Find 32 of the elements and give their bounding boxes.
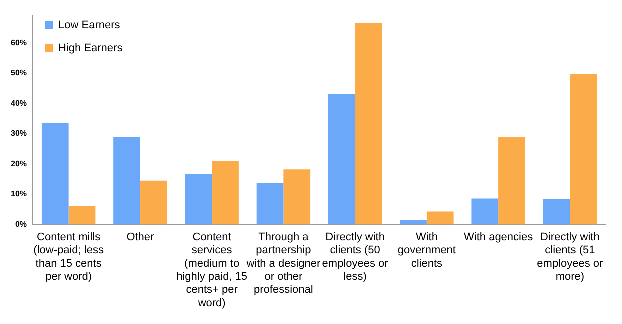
x-tick-label: With agencies: [464, 231, 534, 244]
x-tick-label: Directly with clients (50 employees or less): [322, 231, 389, 284]
bar: [284, 170, 311, 225]
x-tick-label: Through a partnership with a designer or other professional: [246, 231, 322, 296]
x-tick-label: With government clients: [398, 231, 456, 270]
x-tick-label: Content mills (low-paid; less than 15 cents per word): [34, 231, 104, 284]
y-tick-label: 50%: [10, 68, 28, 78]
bar: [472, 198, 499, 225]
bar: [256, 183, 284, 225]
bar: [212, 161, 239, 225]
y-tick-label: 20%: [10, 159, 28, 168]
bar: [42, 123, 69, 225]
bar: [543, 199, 570, 225]
y-tick-label: 30%: [10, 129, 28, 138]
bar: [68, 206, 96, 225]
y-tick-label: 0%: [15, 220, 28, 230]
x-tick-label: Directly with clients (51 employees or more): [537, 231, 604, 284]
legend-label: Low Earners: [58, 20, 121, 32]
x-tick-label: Other: [126, 231, 155, 244]
y-tick-label: 60%: [10, 38, 28, 48]
x-tick-label: Content services (medium to highly paid, 15 cents+ per word): [176, 231, 248, 310]
bar: [328, 94, 356, 225]
bar: [570, 74, 598, 225]
bar: [355, 23, 382, 225]
y-tick-label: 10%: [10, 190, 28, 199]
y-tick-label: 40%: [10, 98, 28, 108]
bar: [498, 136, 526, 225]
bar: [140, 180, 168, 225]
bar: [114, 136, 140, 225]
legend-label: High Earners: [58, 42, 124, 55]
bar: [426, 212, 454, 225]
bar: [185, 174, 212, 225]
